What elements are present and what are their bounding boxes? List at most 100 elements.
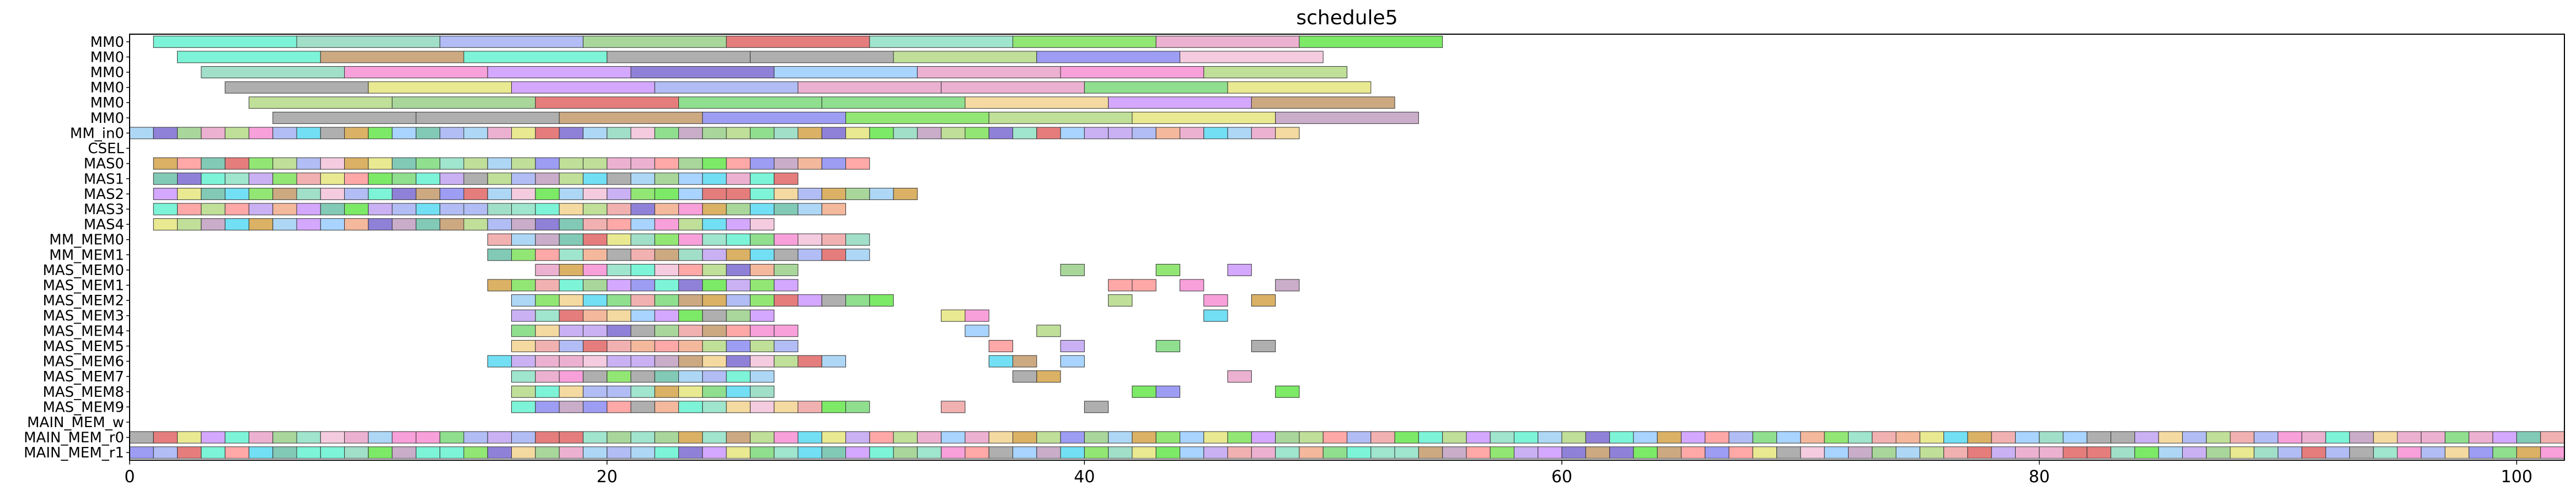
schedule-bar xyxy=(153,218,178,231)
schedule-bar xyxy=(1872,431,1897,444)
schedule-bar xyxy=(582,370,608,383)
schedule-bar xyxy=(630,249,655,261)
schedule-bar xyxy=(630,233,655,246)
schedule-bar xyxy=(582,263,608,276)
schedule-bar xyxy=(2325,431,2350,444)
schedule-bar xyxy=(535,127,560,139)
schedule-bar xyxy=(1155,431,1181,444)
row-label: MM_MEM0 xyxy=(49,232,124,249)
schedule-bar xyxy=(845,127,870,139)
schedule-bar xyxy=(440,172,464,185)
row-label: MAS_MEM8 xyxy=(42,384,124,401)
schedule-bar xyxy=(1275,111,1419,124)
schedule-bar xyxy=(726,218,751,231)
schedule-bar xyxy=(463,431,488,444)
schedule-bar xyxy=(702,401,727,413)
schedule-bar xyxy=(678,385,703,398)
schedule-bar xyxy=(129,446,154,459)
schedule-bar xyxy=(415,157,441,170)
schedule-bar xyxy=(535,325,560,337)
schedule-bar xyxy=(702,218,727,231)
schedule-bar xyxy=(1538,446,1562,459)
schedule-bar xyxy=(1394,431,1419,444)
schedule-bar xyxy=(749,249,775,261)
schedule-bar xyxy=(845,233,870,246)
schedule-bar xyxy=(2134,446,2159,459)
schedule-bar xyxy=(272,111,416,124)
schedule-bar xyxy=(463,172,488,185)
schedule-bar xyxy=(749,309,775,322)
schedule-bar xyxy=(1132,111,1276,124)
schedule-bar xyxy=(582,339,608,352)
schedule-bar xyxy=(440,446,464,459)
schedule-bar xyxy=(1180,279,1204,292)
schedule-bar xyxy=(511,339,536,352)
schedule-bar xyxy=(153,203,178,215)
schedule-bar xyxy=(749,446,775,459)
schedule-bar xyxy=(440,35,583,48)
schedule-bar xyxy=(749,279,775,292)
schedule-bar xyxy=(1227,263,1252,276)
schedule-bar xyxy=(177,446,202,459)
schedule-bar xyxy=(797,249,822,261)
schedule-bar xyxy=(774,431,799,444)
schedule-bar xyxy=(201,431,226,444)
schedule-bar xyxy=(774,355,799,368)
schedule-bar xyxy=(654,187,679,200)
schedule-bar xyxy=(726,401,751,413)
schedule-bar xyxy=(2301,431,2326,444)
schedule-bar xyxy=(749,263,775,276)
schedule-bar xyxy=(1108,431,1133,444)
schedule-bar xyxy=(988,127,1014,139)
schedule-bar xyxy=(2540,431,2565,444)
schedule-bar xyxy=(1680,446,1706,459)
schedule-bar xyxy=(2325,446,2350,459)
schedule-bar xyxy=(702,187,727,200)
schedule-bar xyxy=(2182,431,2207,444)
schedule-bar xyxy=(2086,446,2112,459)
schedule-bar xyxy=(821,431,847,444)
schedule-bar xyxy=(463,51,608,63)
schedule-bar xyxy=(1633,431,1658,444)
schedule-bar xyxy=(2397,431,2422,444)
schedule-bar xyxy=(224,218,249,231)
schedule-bar xyxy=(153,157,178,170)
schedule-bar xyxy=(2253,446,2279,459)
schedule-bar xyxy=(654,309,679,322)
schedule-bar xyxy=(559,249,583,261)
schedule-bar xyxy=(2230,431,2254,444)
schedule-bar xyxy=(1251,294,1276,307)
schedule-bar xyxy=(487,187,512,200)
schedule-bar xyxy=(201,218,226,231)
schedule-bar xyxy=(1442,446,1467,459)
schedule-bar xyxy=(607,339,631,352)
chart-title: schedule5 xyxy=(1296,7,1397,29)
schedule-bar xyxy=(749,218,775,231)
schedule-bar xyxy=(1943,446,1968,459)
schedule-bar xyxy=(654,172,679,185)
schedule-bar xyxy=(1108,127,1133,139)
schedule-bar xyxy=(965,446,989,459)
schedule-bar xyxy=(582,309,608,322)
row-label: MAIN_MEM_r1 xyxy=(24,445,124,461)
schedule-bar xyxy=(1943,431,1968,444)
schedule-bar xyxy=(559,355,583,368)
schedule-bar xyxy=(201,127,226,139)
schedule-bar xyxy=(1657,431,1681,444)
schedule-bar xyxy=(535,263,560,276)
schedule-bar xyxy=(1967,431,1992,444)
schedule-bar xyxy=(774,249,799,261)
schedule-bar xyxy=(678,127,703,139)
schedule-bar xyxy=(630,339,655,352)
schedule-bar xyxy=(511,127,536,139)
schedule-bar xyxy=(440,203,464,215)
schedule-bar xyxy=(511,203,536,215)
schedule-bar xyxy=(702,294,727,307)
schedule-bar xyxy=(1132,279,1156,292)
schedule-bar xyxy=(1180,51,1324,63)
schedule-bar xyxy=(726,203,751,215)
schedule-bar xyxy=(535,431,560,444)
schedule-bar xyxy=(726,325,751,337)
row-label: MAS_MEM1 xyxy=(42,278,124,294)
